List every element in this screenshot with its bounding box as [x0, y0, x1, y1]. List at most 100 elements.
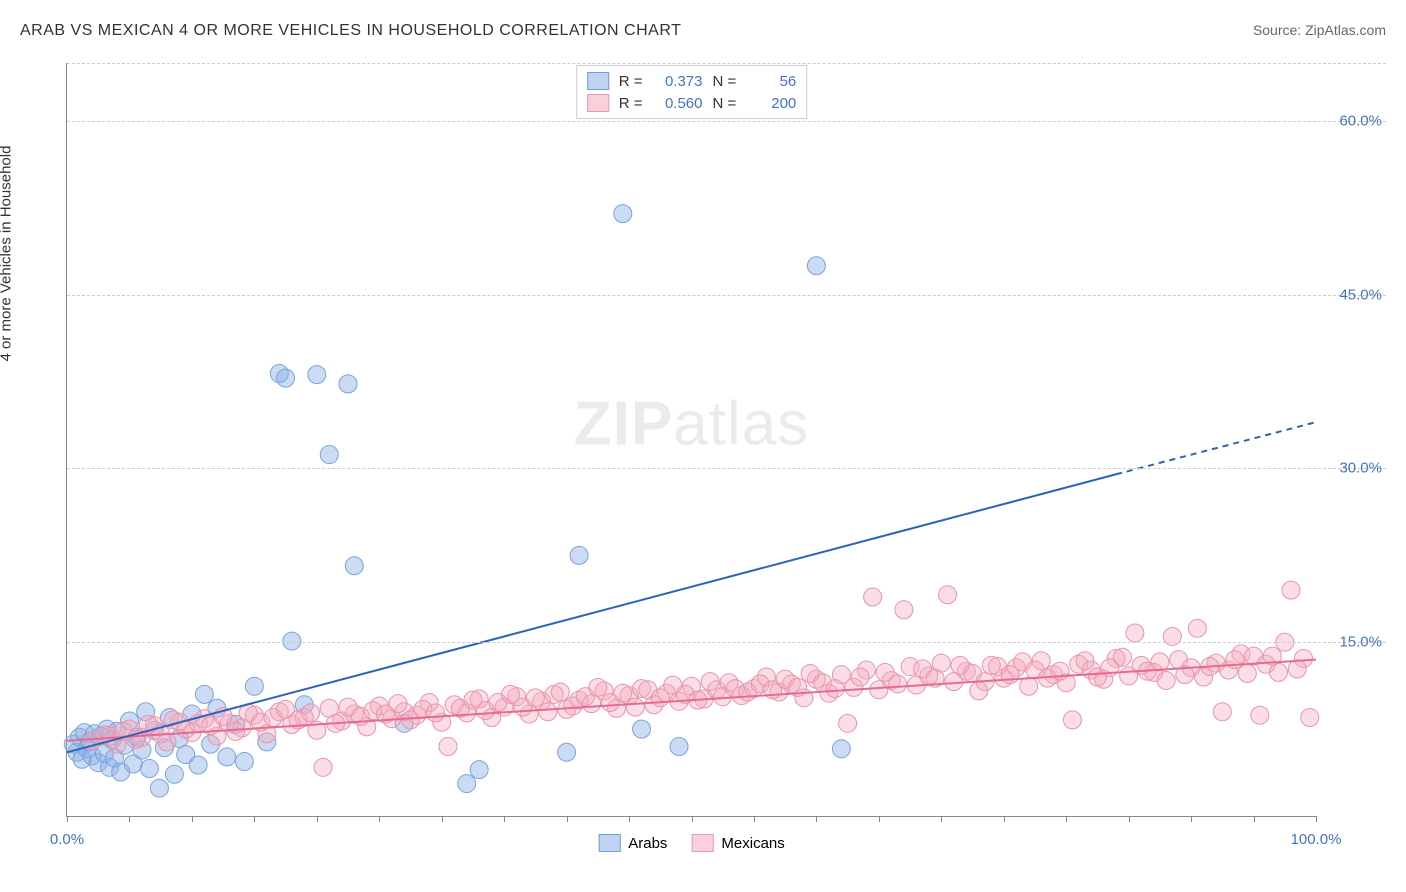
gridline: [67, 63, 1386, 64]
data-point: [864, 588, 882, 606]
legend-swatch: [587, 94, 609, 112]
gridline: [67, 468, 1386, 469]
data-point: [339, 375, 357, 393]
data-point: [302, 704, 320, 722]
data-point: [314, 758, 332, 776]
data-point: [558, 743, 576, 761]
data-point: [807, 257, 825, 275]
x-tick: [941, 816, 942, 822]
source-credit: Source: ZipAtlas.com: [1253, 22, 1386, 38]
data-point: [1020, 677, 1038, 695]
source-label: Source:: [1253, 22, 1301, 38]
data-point: [195, 685, 213, 703]
legend-label: Mexicans: [721, 835, 784, 852]
x-tick: [67, 816, 68, 822]
y-tick-label: 45.0%: [1339, 286, 1382, 303]
y-tick-label: 15.0%: [1339, 634, 1382, 651]
legend-swatch: [598, 834, 620, 852]
chart-title: ARAB VS MEXICAN 4 OR MORE VEHICLES IN HO…: [20, 22, 681, 40]
x-tick: [754, 816, 755, 822]
x-tick: [379, 816, 380, 822]
x-tick-label: 100.0%: [1291, 831, 1342, 848]
data-point: [140, 760, 158, 778]
x-tick: [254, 816, 255, 822]
legend-item[interactable]: Mexicans: [691, 834, 784, 852]
data-point: [320, 446, 338, 464]
legend-swatch: [691, 834, 713, 852]
legend-n-label: N =: [713, 73, 737, 90]
y-axis-label: 4 or more Vehicles in Household: [0, 146, 15, 362]
data-point: [570, 546, 588, 564]
x-tick: [629, 816, 630, 822]
data-point: [189, 756, 207, 774]
data-point: [526, 689, 544, 707]
data-point: [1188, 619, 1206, 637]
x-tick: [567, 816, 568, 822]
data-point: [1288, 660, 1306, 678]
data-point: [283, 632, 301, 650]
legend-label: Arabs: [628, 835, 667, 852]
data-point: [539, 703, 557, 721]
trend-line: [1116, 422, 1316, 474]
x-tick: [816, 816, 817, 822]
y-tick-label: 60.0%: [1339, 112, 1382, 129]
legend-series: Arabs Mexicans: [598, 834, 785, 852]
data-point: [389, 695, 407, 713]
data-point: [439, 737, 457, 755]
data-point: [832, 740, 850, 758]
data-point: [426, 704, 444, 722]
legend-swatch: [587, 72, 609, 90]
data-point: [1238, 665, 1256, 683]
data-point: [218, 748, 236, 766]
x-tick: [1254, 816, 1255, 822]
data-point: [1157, 671, 1175, 689]
data-point: [308, 366, 326, 384]
x-tick: [442, 816, 443, 822]
gridline: [67, 121, 1386, 122]
data-point: [589, 678, 607, 696]
data-point: [245, 677, 263, 695]
x-tick: [879, 816, 880, 822]
data-point: [1063, 711, 1081, 729]
data-point: [889, 675, 907, 693]
legend-row: R =0.560N =200: [587, 92, 797, 114]
data-point: [614, 205, 632, 223]
data-point: [895, 601, 913, 619]
source-link[interactable]: ZipAtlas.com: [1305, 22, 1386, 38]
data-point: [227, 722, 245, 740]
legend-n-label: N =: [713, 95, 737, 112]
scatter-svg: [67, 63, 1316, 816]
chart-container: 4 or more Vehicles in Household ZIPatlas…: [18, 55, 1386, 867]
legend-r-value: 0.373: [653, 73, 703, 90]
data-point: [939, 586, 957, 604]
data-point: [235, 753, 253, 771]
gridline: [67, 642, 1386, 643]
legend-r-label: R =: [619, 95, 643, 112]
data-point: [345, 557, 363, 575]
x-tick: [692, 816, 693, 822]
data-point: [277, 369, 295, 387]
x-tick: [317, 816, 318, 822]
data-point: [626, 698, 644, 716]
data-point: [1270, 663, 1288, 681]
x-tick: [1066, 816, 1067, 822]
data-point: [1251, 706, 1269, 724]
legend-row: R =0.373N =56: [587, 70, 797, 92]
trend-line: [67, 660, 1316, 741]
legend-n-value: 56: [746, 73, 796, 90]
data-point: [165, 765, 183, 783]
legend-item[interactable]: Arabs: [598, 834, 667, 852]
data-point: [551, 683, 569, 701]
x-tick: [1316, 816, 1317, 822]
x-tick: [1129, 816, 1130, 822]
data-point: [851, 668, 869, 686]
data-point: [633, 720, 651, 738]
x-tick: [129, 816, 130, 822]
legend-n-value: 200: [746, 95, 796, 112]
data-point: [470, 761, 488, 779]
data-point: [458, 775, 476, 793]
data-point: [1301, 709, 1319, 727]
x-tick-label: 0.0%: [50, 831, 84, 848]
data-point: [1076, 652, 1094, 670]
legend-correlation: R =0.373N =56R =0.560N =200: [576, 65, 808, 119]
